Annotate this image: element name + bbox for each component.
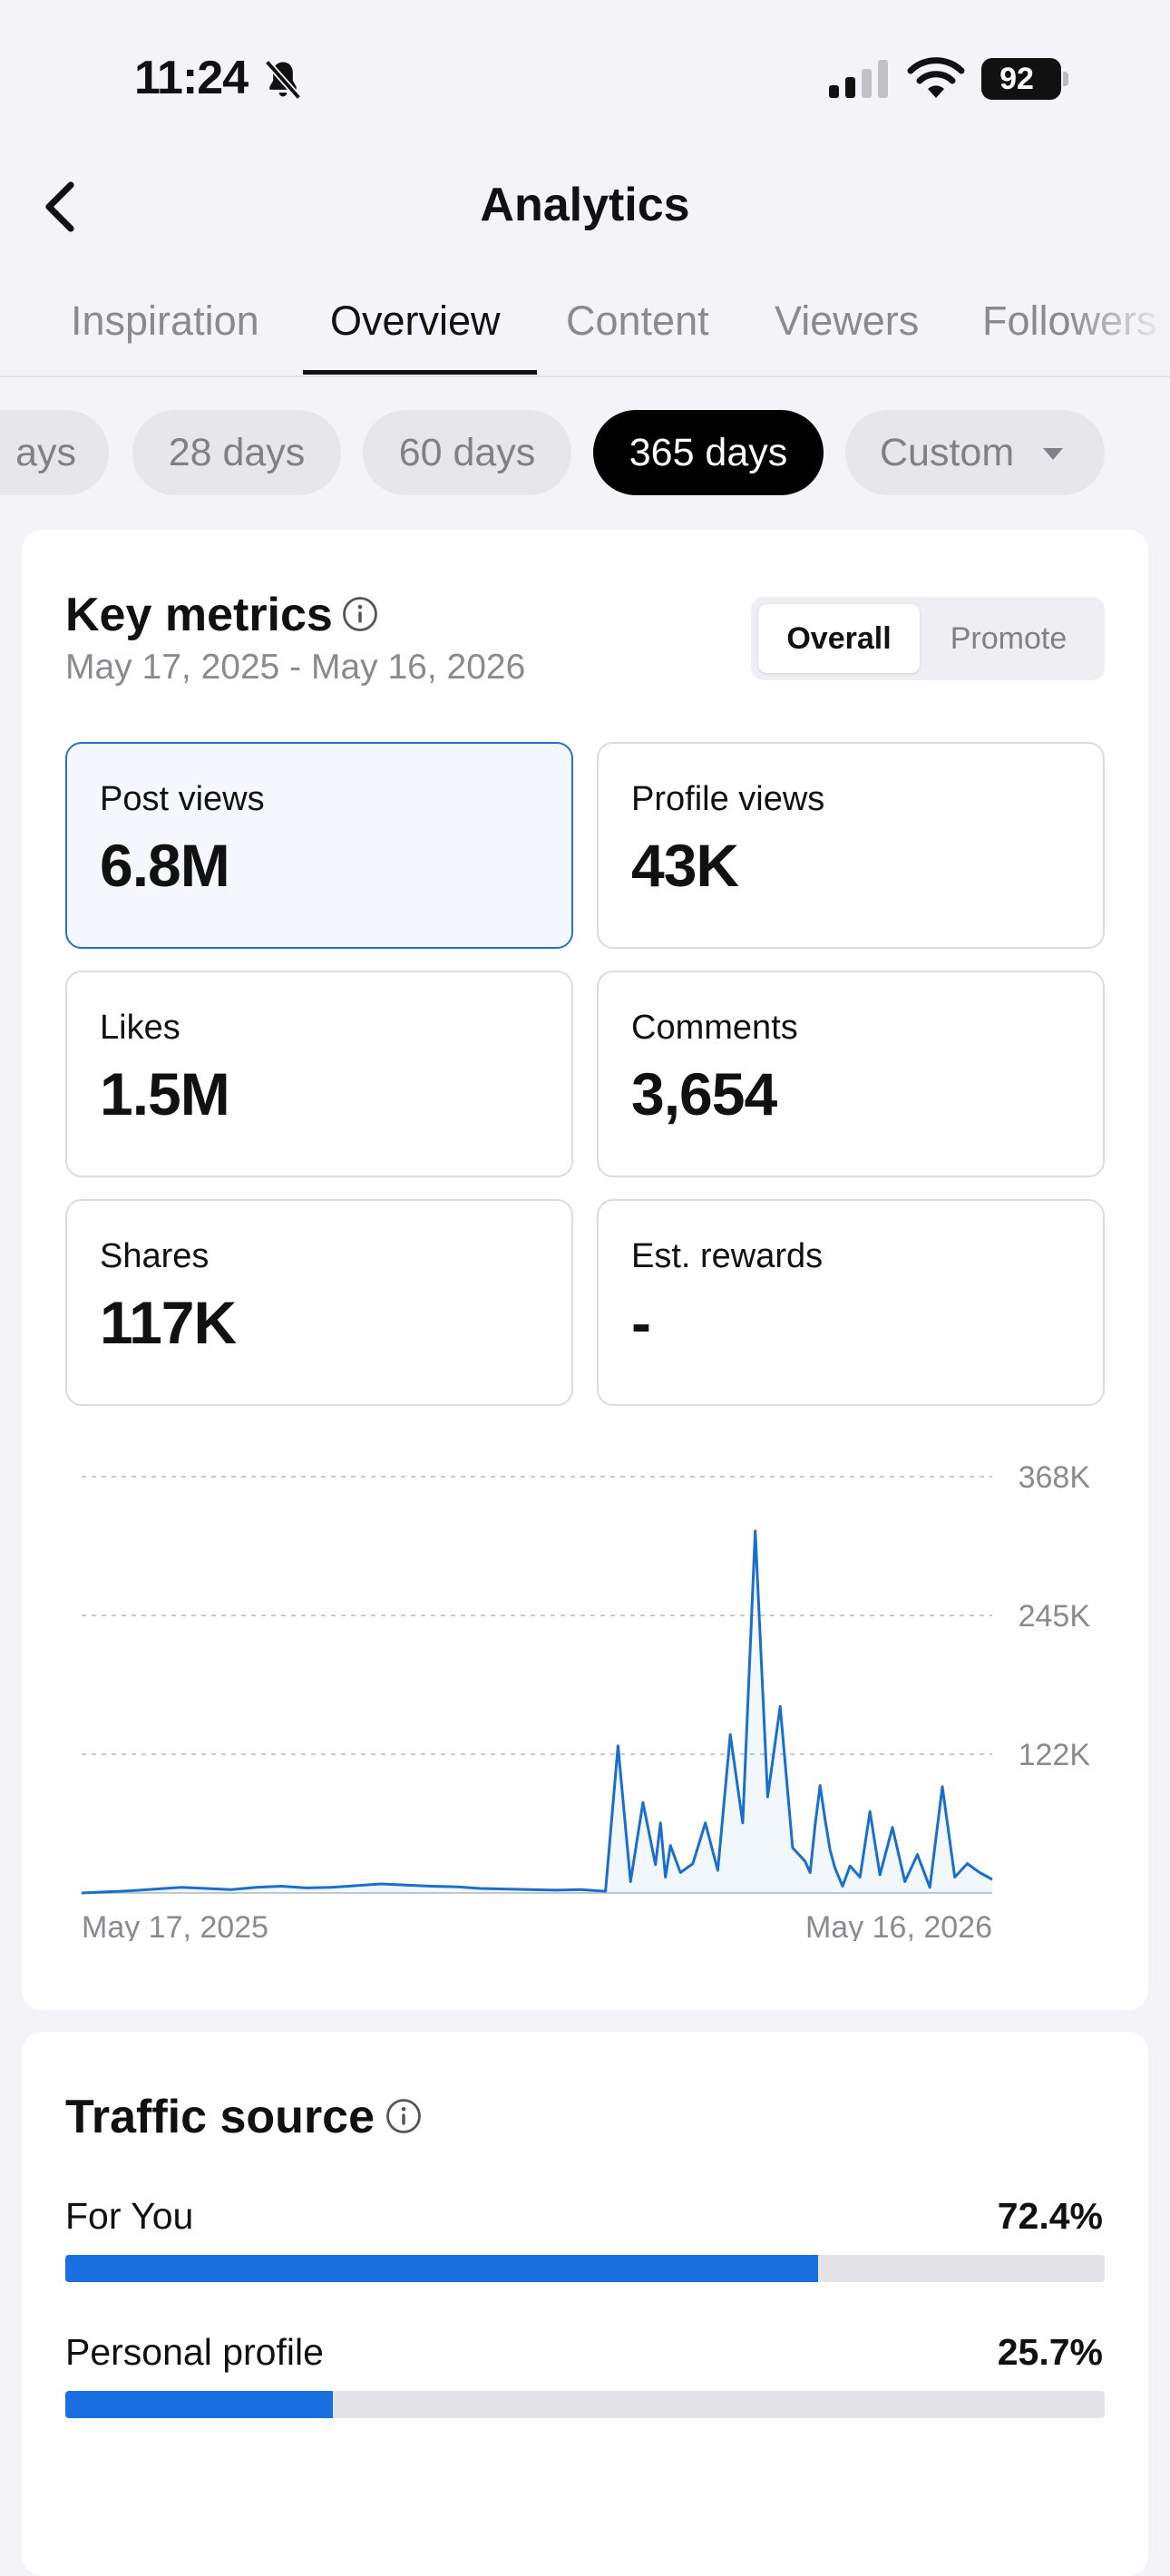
range-pill-custom-label: Custom (880, 431, 1015, 474)
metric-card-profile-views[interactable]: Profile views 43K (597, 742, 1105, 949)
traffic-source-pct-for-you: 72.4% (997, 2195, 1103, 2237)
date-range: May 17, 2025 - May 16, 2026 (65, 648, 526, 687)
info-icon[interactable] (385, 2097, 423, 2135)
traffic-source-bar-personal-profile (65, 2391, 1105, 2418)
traffic-source-label-for-you: For You (65, 2195, 194, 2237)
cellular-signal-icon (829, 60, 888, 98)
bell-muted-icon (264, 60, 302, 100)
tab-inspiration[interactable]: Inspiration (71, 298, 259, 344)
info-icon[interactable] (341, 595, 379, 633)
x-tick-label-end: May 16, 2026 (805, 1910, 992, 1941)
metric-label: Profile views (631, 780, 825, 818)
toggle-overall[interactable]: Overall (758, 604, 920, 673)
traffic-source-bar-fill (65, 2255, 818, 2282)
range-pill-60-days[interactable]: 60 days (363, 410, 571, 495)
traffic-source-bar-for-you (65, 2255, 1105, 2282)
traffic-source-label-personal-profile: Personal profile (65, 2331, 324, 2373)
post-views-area (82, 1530, 992, 1893)
toggle-promote[interactable]: Promote (950, 621, 1068, 656)
metric-label: Likes (100, 1009, 180, 1047)
metric-value: 117K (100, 1289, 237, 1356)
page-title: Analytics (480, 179, 690, 231)
traffic-source-title: Traffic source (65, 2091, 375, 2143)
range-pill-28-days[interactable]: 28 days (132, 410, 341, 495)
wifi-icon (907, 57, 965, 98)
range-pill-custom[interactable]: Custom (845, 410, 1105, 495)
traffic-source-bar-fill (65, 2391, 333, 2418)
metric-card-post-views[interactable]: Post views 6.8M (65, 742, 573, 949)
metric-label: Comments (631, 1009, 798, 1047)
metric-value: - (631, 1289, 651, 1356)
y-tick-label: 122K (1019, 1738, 1091, 1772)
range-pill-365-days[interactable]: 365 days (593, 410, 824, 495)
x-tick-label-start: May 17, 2025 (82, 1910, 268, 1941)
y-tick-label: 245K (1019, 1599, 1091, 1634)
tab-overflow-fade (1070, 288, 1170, 376)
metric-value: 3,654 (631, 1060, 777, 1127)
key-metrics-title: Key metrics (65, 589, 333, 641)
status-time: 11:24 (134, 52, 249, 104)
tab-viewers[interactable]: Viewers (775, 298, 920, 344)
post-views-line (81, 1529, 993, 1895)
metric-value: 1.5M (100, 1060, 230, 1127)
y-tick-label: 368K (1019, 1460, 1091, 1495)
tab-bar: Inspiration Overview Content Viewers Fol… (0, 288, 1170, 377)
post-views-chart: 368K 245K 122K May 17, 2025 May 16, 2026 (81, 1460, 1091, 1941)
tab-active-indicator (303, 370, 537, 375)
metric-card-est-rewards[interactable]: Est. rewards - (597, 1199, 1105, 1406)
metric-label: Shares (100, 1237, 210, 1275)
metric-card-shares[interactable]: Shares 117K (65, 1199, 573, 1406)
caret-down-icon (1043, 448, 1063, 460)
back-chevron-icon[interactable] (34, 178, 85, 236)
traffic-source-card (22, 2032, 1148, 2576)
range-pill-partial[interactable]: ays (0, 410, 109, 495)
traffic-source-pct-personal-profile: 25.7% (997, 2331, 1103, 2373)
metric-card-comments[interactable]: Comments 3,654 (597, 971, 1105, 1177)
metric-card-likes[interactable]: Likes 1.5M (65, 971, 573, 1177)
metric-label: Est. rewards (631, 1237, 824, 1275)
metric-value: 6.8M (100, 832, 230, 899)
metric-value: 43K (631, 832, 739, 899)
metric-label: Post views (100, 780, 265, 818)
battery-percent: 92 (999, 62, 1034, 96)
battery-indicator: 92 (981, 58, 1068, 100)
tab-content[interactable]: Content (566, 298, 709, 344)
tab-overview[interactable]: Overview (330, 298, 501, 344)
